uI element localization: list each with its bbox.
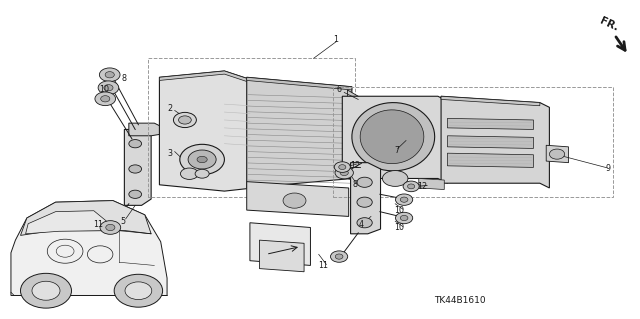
- Ellipse shape: [125, 282, 152, 300]
- Polygon shape: [348, 90, 358, 182]
- Ellipse shape: [335, 254, 343, 259]
- Ellipse shape: [188, 150, 216, 169]
- Polygon shape: [26, 211, 106, 234]
- Text: 8: 8: [353, 180, 358, 189]
- Text: 12: 12: [417, 182, 427, 191]
- Ellipse shape: [129, 140, 141, 148]
- Ellipse shape: [396, 194, 413, 205]
- Text: 9: 9: [605, 165, 611, 174]
- Polygon shape: [351, 163, 381, 234]
- Ellipse shape: [403, 181, 419, 192]
- Polygon shape: [447, 153, 534, 167]
- Ellipse shape: [400, 197, 408, 202]
- Ellipse shape: [357, 218, 372, 228]
- Text: 12: 12: [350, 161, 360, 170]
- Ellipse shape: [339, 165, 346, 169]
- Polygon shape: [159, 71, 253, 191]
- Ellipse shape: [334, 162, 350, 172]
- Ellipse shape: [129, 165, 141, 173]
- Ellipse shape: [396, 212, 413, 224]
- Ellipse shape: [98, 81, 119, 94]
- Text: 3: 3: [168, 149, 173, 158]
- Polygon shape: [11, 201, 167, 295]
- Polygon shape: [441, 96, 540, 106]
- Text: 10: 10: [395, 206, 404, 215]
- Polygon shape: [360, 110, 424, 164]
- Ellipse shape: [106, 224, 115, 231]
- Text: 11: 11: [318, 261, 328, 270]
- Polygon shape: [246, 77, 352, 188]
- Ellipse shape: [383, 171, 408, 186]
- Polygon shape: [441, 96, 549, 188]
- Polygon shape: [250, 223, 310, 265]
- Ellipse shape: [105, 72, 115, 78]
- Polygon shape: [352, 103, 435, 171]
- Text: 6: 6: [337, 85, 342, 94]
- Text: 8: 8: [122, 74, 127, 83]
- Polygon shape: [342, 96, 447, 183]
- Polygon shape: [246, 182, 349, 216]
- Ellipse shape: [408, 184, 415, 189]
- Polygon shape: [419, 178, 444, 189]
- Ellipse shape: [173, 112, 196, 128]
- Polygon shape: [447, 136, 534, 148]
- Text: 1: 1: [333, 35, 339, 44]
- Text: TK44B1610: TK44B1610: [435, 296, 486, 305]
- Polygon shape: [546, 145, 568, 163]
- Ellipse shape: [104, 85, 113, 91]
- Ellipse shape: [335, 167, 353, 179]
- Ellipse shape: [180, 168, 198, 179]
- Ellipse shape: [197, 156, 207, 163]
- Polygon shape: [129, 123, 161, 136]
- Polygon shape: [259, 240, 304, 272]
- Bar: [333, 87, 613, 197]
- Ellipse shape: [357, 177, 372, 187]
- Text: 10: 10: [100, 85, 109, 94]
- Text: 5: 5: [120, 217, 125, 226]
- Polygon shape: [447, 118, 534, 130]
- Ellipse shape: [99, 68, 120, 82]
- Text: 2: 2: [168, 104, 173, 113]
- Ellipse shape: [100, 96, 110, 102]
- Ellipse shape: [100, 221, 121, 234]
- Ellipse shape: [114, 274, 163, 307]
- Ellipse shape: [400, 215, 408, 221]
- Ellipse shape: [549, 149, 564, 159]
- Ellipse shape: [20, 273, 72, 308]
- Ellipse shape: [340, 170, 348, 175]
- Ellipse shape: [95, 92, 116, 106]
- Text: FR.: FR.: [598, 16, 620, 33]
- Ellipse shape: [357, 197, 372, 207]
- Text: 11: 11: [93, 220, 103, 229]
- Text: 4: 4: [359, 220, 364, 229]
- Ellipse shape: [129, 190, 141, 198]
- Ellipse shape: [179, 116, 191, 124]
- Polygon shape: [124, 130, 151, 205]
- Ellipse shape: [32, 281, 60, 300]
- Ellipse shape: [195, 169, 209, 178]
- Polygon shape: [246, 77, 352, 90]
- Polygon shape: [159, 71, 253, 84]
- Text: 7: 7: [394, 145, 399, 154]
- Polygon shape: [20, 201, 151, 235]
- Ellipse shape: [330, 251, 348, 262]
- Text: 10: 10: [395, 223, 404, 232]
- Ellipse shape: [283, 193, 306, 208]
- Ellipse shape: [180, 144, 225, 175]
